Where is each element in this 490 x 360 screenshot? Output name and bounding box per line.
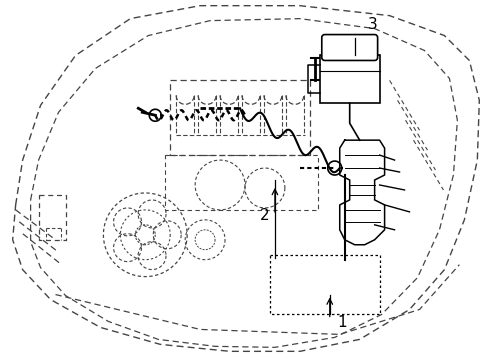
FancyBboxPatch shape xyxy=(322,35,378,60)
Bar xyxy=(320,55,380,103)
Text: 3: 3 xyxy=(368,17,377,32)
Text: 2: 2 xyxy=(260,208,270,223)
Text: 1: 1 xyxy=(338,315,347,330)
